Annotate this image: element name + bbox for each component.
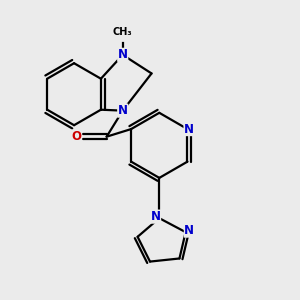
Text: N: N [118,48,128,61]
Text: N: N [151,210,160,223]
Text: N: N [184,123,194,136]
Text: CH₃: CH₃ [113,27,133,37]
Text: O: O [71,130,82,143]
Text: N: N [118,104,128,117]
Text: N: N [184,224,194,237]
